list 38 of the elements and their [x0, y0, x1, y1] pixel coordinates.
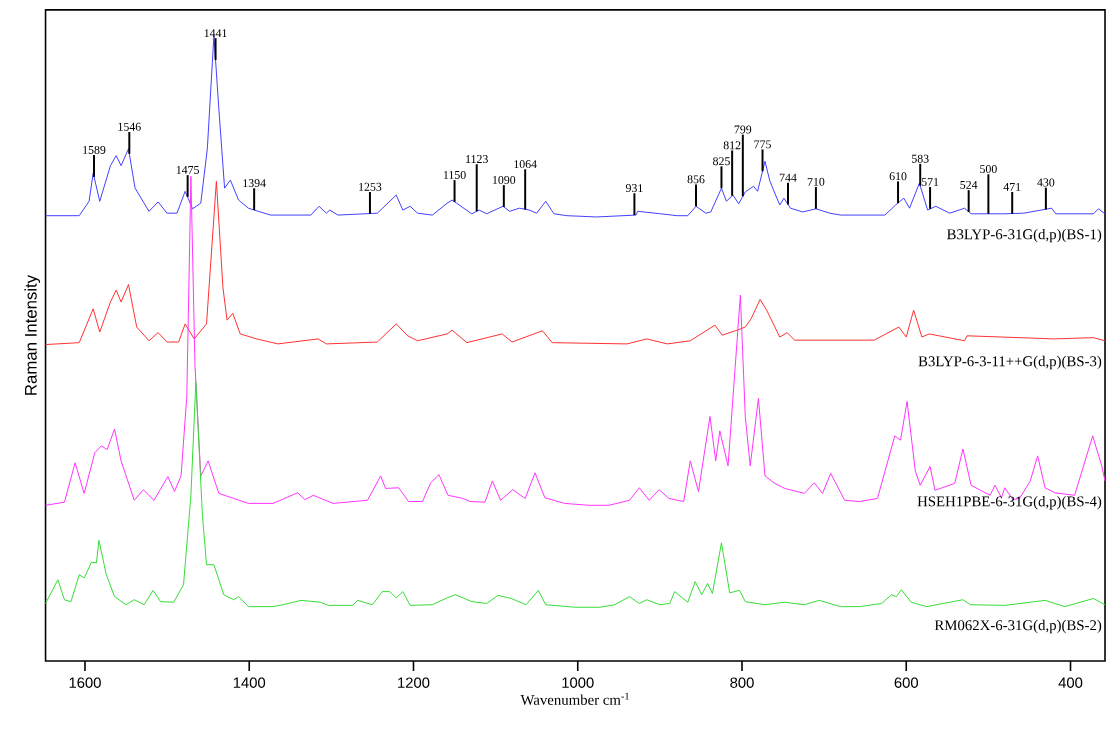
annotation: 1546: [118, 122, 141, 131]
x-tick-label: 800: [730, 677, 754, 688]
annotation: 1090: [493, 175, 516, 184]
x-tick-label: 1000: [562, 677, 594, 688]
annotation: 1441: [204, 28, 227, 37]
x-axis-title: Wavenumber cm$^{-1}$: [520, 692, 629, 705]
annotation: 1123: [466, 154, 488, 163]
x-tick-label: 1600: [69, 677, 101, 688]
annotation: 430: [1037, 178, 1055, 187]
annotation: 856: [687, 175, 705, 184]
annotation: 1475: [176, 165, 200, 174]
annotation: 1150: [443, 170, 466, 179]
annotation: 710: [807, 177, 825, 186]
annotation: 1394: [243, 178, 266, 187]
x-tick-label: 1400: [233, 677, 266, 688]
annotation: 610: [889, 172, 907, 180]
series-label: B3LYP-6-3-11++G(d,p)(BS-3): [918, 355, 1102, 370]
annotation: 931: [625, 183, 643, 192]
series-label: B3LYP-6-31G(d,p)(BS-1): [947, 228, 1102, 243]
annotation: 471: [1003, 182, 1021, 191]
annotation: 571: [921, 177, 939, 186]
annotation: 775: [754, 140, 771, 149]
annotation: 1253: [359, 182, 382, 191]
annotation: 500: [980, 164, 997, 173]
y-axis-title: Raman Intensity: [24, 274, 41, 395]
x-tick-label: 400: [1058, 677, 1083, 688]
annotation: 1064: [514, 159, 537, 168]
annotation: 744: [779, 173, 797, 182]
annotation: 825: [713, 156, 730, 165]
annotation: 524: [960, 180, 978, 189]
x-tick-label: 600: [894, 677, 919, 688]
annotation: 583: [912, 154, 929, 163]
annotation: 812: [723, 141, 741, 150]
annotation: 1589: [83, 145, 106, 154]
annotation: 799: [734, 125, 752, 134]
series-label: RM062X-6-31G(d,p)(BS-2): [934, 619, 1102, 634]
series-label: HSEH1PBE-6-31G(d,p)(BS-4): [917, 495, 1102, 510]
x-tick-label: 1200: [398, 677, 430, 688]
